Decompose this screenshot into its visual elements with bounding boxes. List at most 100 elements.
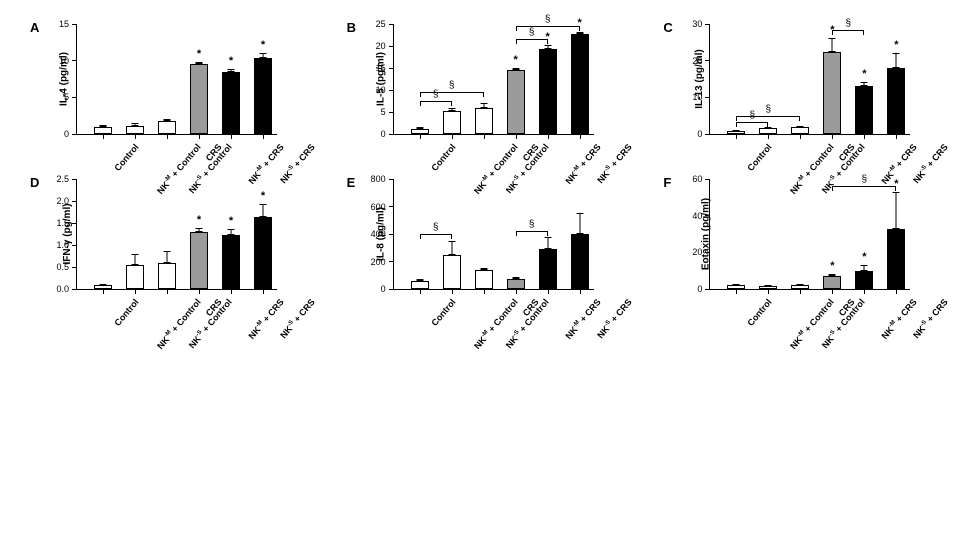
plot-area: IL-8 (pg/ml)0200400600800ControlNK-M + C… bbox=[393, 179, 594, 290]
x-tick bbox=[516, 134, 517, 139]
x-tick bbox=[103, 134, 104, 139]
x-tick-label: Control bbox=[746, 297, 774, 328]
error-bar bbox=[800, 126, 801, 127]
y-tick bbox=[705, 97, 710, 98]
bracket-symbol: § bbox=[433, 89, 439, 100]
x-tick bbox=[484, 134, 485, 139]
y-tick bbox=[72, 97, 77, 98]
error-bar bbox=[896, 192, 897, 229]
chart: Eotaxin (pg/ml)0204060ControlNK-M + Cont… bbox=[709, 179, 950, 290]
significance-star: * bbox=[261, 190, 265, 202]
bar bbox=[539, 49, 557, 134]
error-bar bbox=[135, 123, 136, 126]
bar bbox=[254, 217, 272, 289]
bar bbox=[126, 265, 144, 289]
y-tick-label: 0.5 bbox=[56, 262, 69, 272]
y-tick bbox=[389, 206, 394, 207]
panel-letter: B bbox=[347, 20, 356, 35]
bar bbox=[855, 86, 873, 134]
y-tick-label: 2.5 bbox=[56, 174, 69, 184]
x-tick bbox=[167, 134, 168, 139]
panel-letter: C bbox=[663, 20, 672, 35]
bar bbox=[158, 121, 176, 134]
x-tick bbox=[516, 289, 517, 294]
panel-B: B IL-5 (pg/ml)0510152025ControlNK-M + Con… bbox=[347, 20, 634, 135]
plot-area: IFN-γ (pg/ml)0.00.51.01.52.02.5ControlNK… bbox=[76, 179, 277, 290]
x-tick bbox=[103, 289, 104, 294]
bracket-symbol: § bbox=[433, 222, 439, 233]
x-tick bbox=[167, 289, 168, 294]
y-tick-label: 1.0 bbox=[56, 240, 69, 250]
error-bar bbox=[800, 284, 801, 285]
y-tick bbox=[705, 215, 710, 216]
y-tick-label: 25 bbox=[376, 19, 386, 29]
x-tick bbox=[832, 289, 833, 294]
y-tick-label: 60 bbox=[692, 174, 702, 184]
y-tick bbox=[72, 179, 77, 180]
panel-C: CIL-13 (pg/ml)0102030ControlNK-M + Contr… bbox=[663, 20, 950, 135]
bar bbox=[222, 235, 240, 289]
x-tick bbox=[231, 289, 232, 294]
x-tick bbox=[548, 289, 549, 294]
x-tick bbox=[580, 289, 581, 294]
y-tick-label: 0 bbox=[697, 129, 702, 139]
x-tick-label: Control bbox=[746, 142, 774, 173]
panel-F: FEotaxin (pg/ml)0204060ControlNK-M + Con… bbox=[663, 175, 950, 290]
bar bbox=[443, 255, 461, 289]
plot-area: IL-5 (pg/ml)0510152025ControlNK-M + Cont… bbox=[393, 24, 594, 135]
y-tick-label: 0 bbox=[381, 129, 386, 139]
panel-A: AIL-4 (pg/ml)051015ControlNK-M + Control… bbox=[30, 20, 317, 135]
y-tick bbox=[705, 179, 710, 180]
bar bbox=[887, 68, 905, 134]
error-bar bbox=[419, 279, 420, 281]
y-tick-label: 10 bbox=[59, 56, 69, 66]
bracket-symbol: § bbox=[545, 14, 551, 25]
error-bar bbox=[263, 204, 264, 218]
x-tick bbox=[420, 134, 421, 139]
bracket-symbol: § bbox=[529, 27, 535, 38]
bar bbox=[887, 229, 905, 290]
x-tick bbox=[231, 134, 232, 139]
error-bar bbox=[231, 229, 232, 235]
y-tick bbox=[72, 245, 77, 246]
chart: IL-5 (pg/ml)0510152025ControlNK-M + Cont… bbox=[393, 24, 634, 135]
bar bbox=[411, 281, 429, 289]
panel-D: DIFN-γ (pg/ml)0.00.51.01.52.02.5ControlN… bbox=[30, 175, 317, 290]
y-tick-label: 2.0 bbox=[56, 196, 69, 206]
panel-E: E IL-8 (pg/ml)0200400600800ControlNK-M + … bbox=[347, 175, 634, 290]
y-tick-label: 400 bbox=[371, 229, 386, 239]
y-tick-label: 600 bbox=[371, 202, 386, 212]
chart: IL-4 (pg/ml)051015ControlNK-M + ControlN… bbox=[76, 24, 317, 135]
chart: IL-8 (pg/ml)0200400600800ControlNK-M + C… bbox=[393, 179, 634, 290]
x-tick bbox=[736, 134, 737, 139]
error-bar bbox=[579, 213, 580, 234]
y-tick-label: 0 bbox=[64, 129, 69, 139]
y-tick-label: 40 bbox=[692, 211, 702, 221]
y-tick-label: 20 bbox=[376, 41, 386, 51]
y-tick bbox=[389, 179, 394, 180]
y-tick bbox=[389, 261, 394, 262]
x-tick-label: Control bbox=[429, 297, 457, 328]
x-tick bbox=[548, 134, 549, 139]
bar bbox=[190, 64, 208, 134]
y-tick-label: 5 bbox=[381, 107, 386, 117]
x-tick bbox=[800, 289, 801, 294]
error-bar bbox=[832, 274, 833, 276]
comparison-bracket bbox=[516, 26, 580, 27]
y-tick bbox=[705, 60, 710, 61]
error-bar bbox=[103, 284, 104, 285]
x-tick bbox=[135, 134, 136, 139]
bar bbox=[855, 271, 873, 289]
error-bar bbox=[896, 53, 897, 68]
comparison-bracket bbox=[516, 39, 548, 40]
panel-letter: E bbox=[347, 175, 356, 190]
bracket-symbol: § bbox=[766, 104, 772, 115]
y-axis-label: IFN-γ (pg/ml) bbox=[62, 203, 73, 264]
y-tick bbox=[72, 289, 77, 290]
error-bar bbox=[768, 286, 769, 287]
significance-star: * bbox=[862, 68, 866, 80]
bar bbox=[475, 108, 493, 134]
bar bbox=[126, 126, 144, 134]
x-tick bbox=[135, 289, 136, 294]
error-bar bbox=[199, 62, 200, 64]
